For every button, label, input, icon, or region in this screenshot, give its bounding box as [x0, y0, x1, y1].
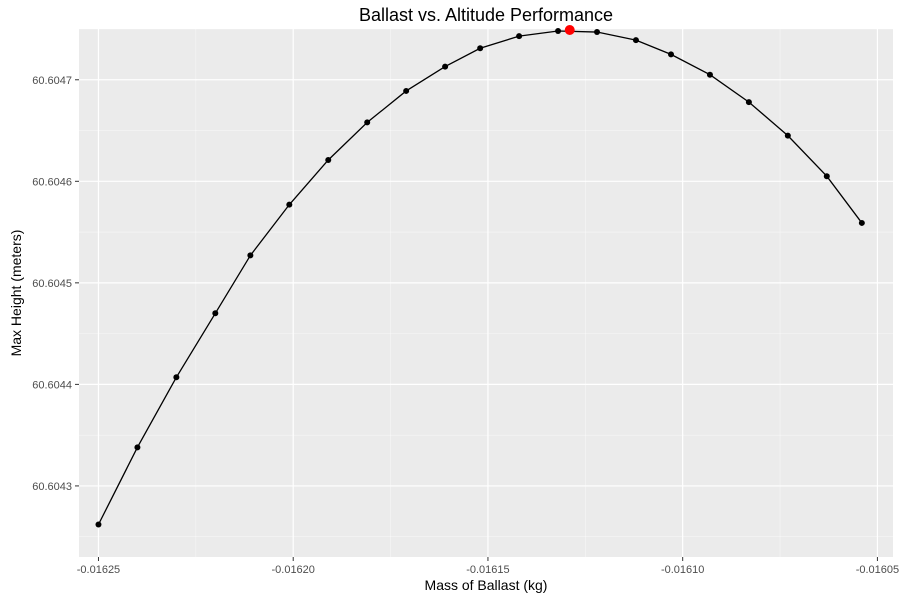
- data-point: [325, 156, 332, 163]
- data-point: [594, 29, 600, 36]
- data-point: [706, 71, 713, 78]
- data-point: [364, 119, 371, 126]
- data-point: [247, 252, 254, 259]
- minor-gridlines: [79, 28, 893, 557]
- y-axis-ticks: 60.6043 60.6044 60.6045 60.6046 60.6047: [32, 75, 79, 493]
- data-point: [784, 132, 791, 139]
- data-point: [95, 521, 102, 528]
- data-point: [477, 45, 484, 52]
- data-point: [858, 219, 865, 226]
- x-tick-label: -0.01620: [271, 564, 314, 576]
- series-layer: [95, 25, 865, 528]
- major-gridlines: [79, 29, 893, 557]
- max-height-point: [564, 25, 575, 36]
- x-axis-ticks: -0.01625 -0.01620 -0.01615 -0.01610 -0.01605: [77, 557, 899, 576]
- y-tick-label: 60.6043: [32, 481, 72, 493]
- x-tick-label: -0.01605: [856, 564, 899, 576]
- data-point: [555, 28, 562, 35]
- chart-title: Ballast vs. Altitude Performance: [359, 5, 613, 25]
- y-axis-title: Max Height (meters): [8, 230, 24, 357]
- data-point: [442, 63, 449, 70]
- data-point: [632, 37, 639, 44]
- y-tick-label: 60.6047: [32, 75, 72, 87]
- data-point: [173, 374, 180, 381]
- data-point: [403, 87, 410, 94]
- data-point: [516, 33, 523, 40]
- data-point: [823, 173, 830, 180]
- x-tick-label: -0.01625: [77, 564, 120, 576]
- data-point: [212, 310, 219, 317]
- data-point: [134, 444, 141, 451]
- data-point: [668, 51, 674, 58]
- x-tick-label: -0.01615: [466, 564, 509, 576]
- y-tick-label: 60.6046: [32, 176, 72, 188]
- y-tick-label: 60.6045: [32, 278, 72, 290]
- x-tick-label: -0.01610: [661, 564, 704, 576]
- panel-background: [79, 29, 893, 557]
- data-point: [745, 99, 752, 106]
- data-point: [286, 201, 293, 208]
- x-axis-title: Mass of Ballast (kg): [425, 577, 548, 593]
- y-tick-label: 60.6044: [32, 379, 72, 391]
